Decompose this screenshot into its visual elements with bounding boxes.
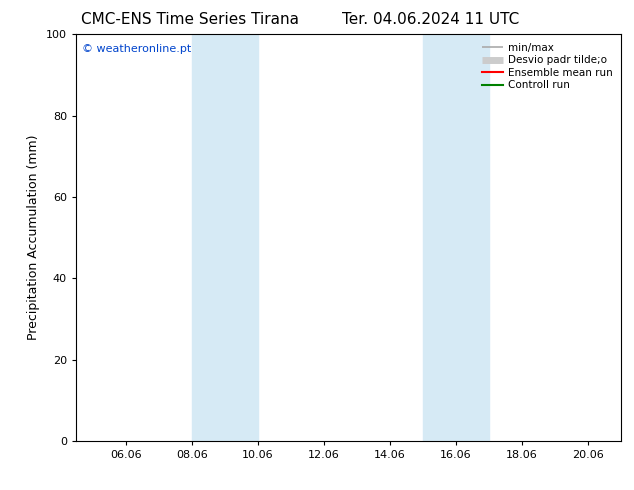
Legend: min/max, Desvio padr tilde;o, Ensemble mean run, Controll run: min/max, Desvio padr tilde;o, Ensemble m… (479, 40, 616, 94)
Text: Ter. 04.06.2024 11 UTC: Ter. 04.06.2024 11 UTC (342, 12, 520, 27)
Bar (423, 34, 489, 441)
Text: © weatheronline.pt: © weatheronline.pt (82, 45, 191, 54)
Y-axis label: Precipitation Accumulation (mm): Precipitation Accumulation (mm) (27, 135, 41, 341)
Text: CMC-ENS Time Series Tirana: CMC-ENS Time Series Tirana (81, 12, 299, 27)
Bar (191, 34, 258, 441)
